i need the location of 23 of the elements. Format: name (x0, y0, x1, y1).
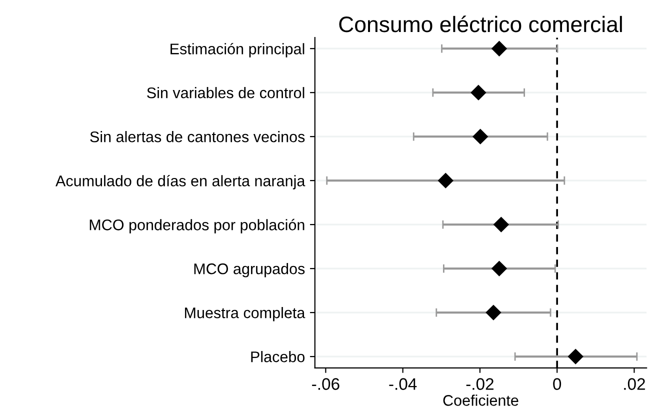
point (470, 85, 486, 100)
x-tick-label: -.06 (312, 378, 340, 390)
x-tick-label: .02 (624, 378, 645, 390)
point (494, 216, 509, 232)
y-tick-label: Estimación principal (170, 42, 304, 58)
point (492, 41, 507, 56)
y-tick-label: MCO ponderados por población (90, 218, 304, 234)
y-tick-label: Sin variables de control (147, 87, 304, 98)
chart-title: Consumo eléctrico comercial (339, 16, 622, 32)
x-tick-label: -.04 (389, 378, 417, 390)
y-tick-label: Acumulado de días en alerta naranja (56, 174, 306, 190)
point (472, 129, 488, 144)
y-tick-label: Muestra completa (185, 307, 306, 322)
y-tick-label: Sin alertas de cantones vecinos (90, 131, 305, 142)
point (568, 348, 584, 364)
y-tick-label: MCO agrupados (194, 263, 305, 278)
point (438, 172, 454, 188)
x-axis-title: Coeficiente (443, 394, 518, 406)
y-tick-label: Placebo (251, 351, 305, 362)
x-tick-label: 0 (553, 378, 562, 390)
x-tick-label: -.02 (466, 378, 494, 390)
point (486, 304, 502, 320)
point (492, 260, 507, 276)
